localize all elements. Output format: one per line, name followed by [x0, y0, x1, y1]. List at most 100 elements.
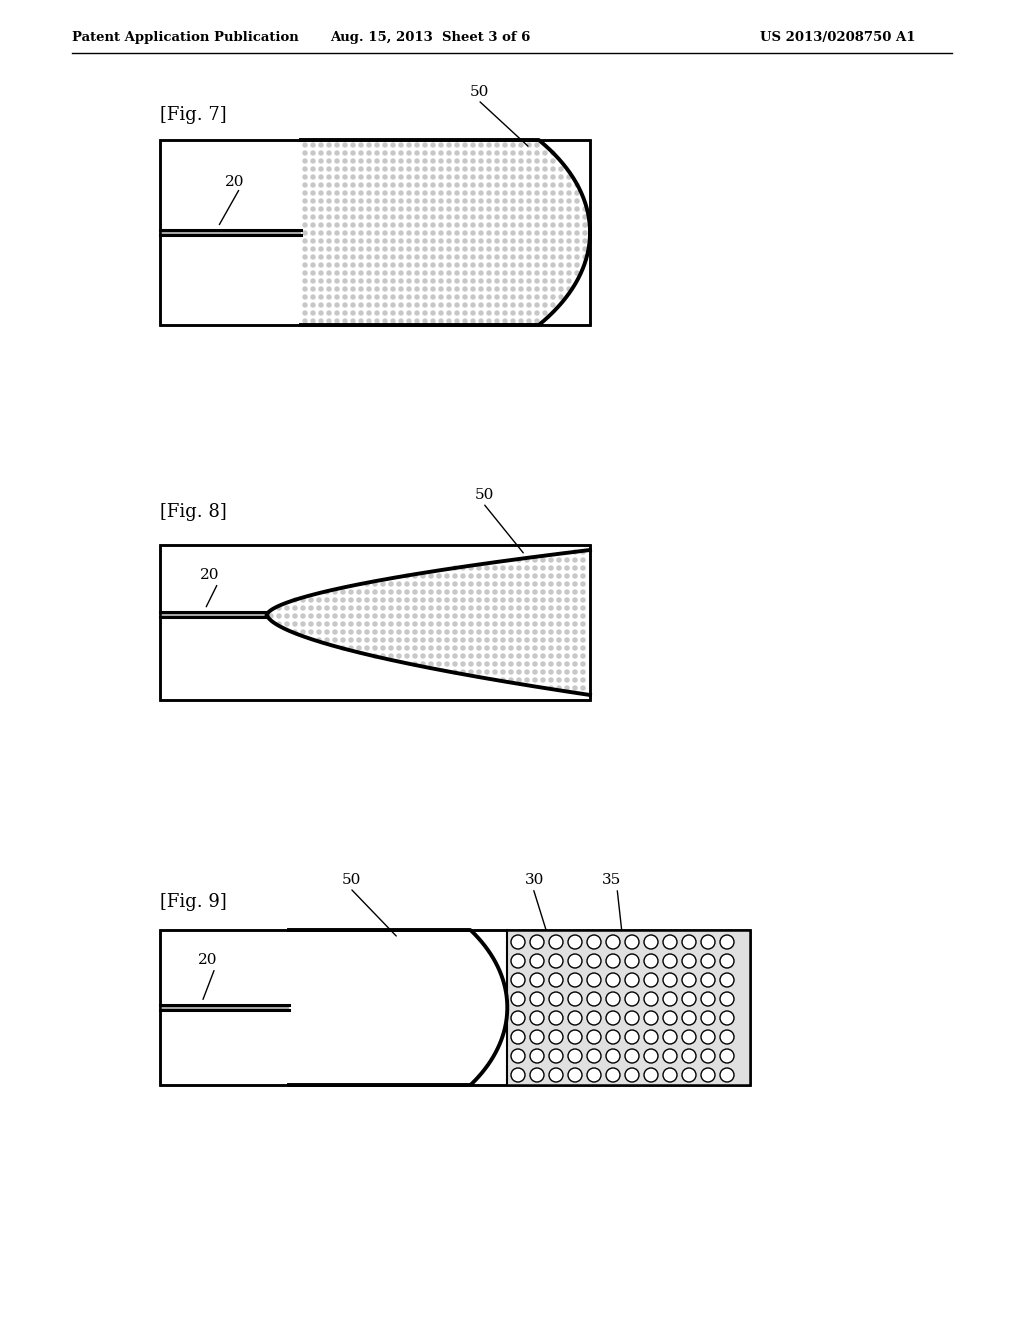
- Circle shape: [511, 263, 515, 267]
- Circle shape: [509, 671, 513, 675]
- Circle shape: [503, 199, 507, 203]
- Circle shape: [625, 993, 639, 1006]
- Circle shape: [399, 143, 403, 147]
- Circle shape: [479, 319, 483, 323]
- Circle shape: [567, 183, 571, 187]
- Circle shape: [501, 606, 505, 610]
- Circle shape: [407, 176, 411, 180]
- Circle shape: [535, 143, 539, 147]
- Circle shape: [383, 255, 387, 259]
- Circle shape: [573, 606, 577, 610]
- Circle shape: [293, 598, 297, 602]
- Circle shape: [303, 286, 307, 290]
- Text: 50: 50: [342, 873, 361, 887]
- Circle shape: [429, 574, 433, 578]
- Circle shape: [625, 954, 639, 968]
- Circle shape: [303, 207, 307, 211]
- Circle shape: [311, 263, 315, 267]
- Circle shape: [477, 582, 481, 586]
- Circle shape: [311, 247, 315, 251]
- Circle shape: [511, 954, 525, 968]
- Circle shape: [335, 231, 339, 235]
- Circle shape: [511, 247, 515, 251]
- Circle shape: [568, 954, 582, 968]
- Text: US 2013/0208750 A1: US 2013/0208750 A1: [760, 32, 915, 45]
- Circle shape: [557, 598, 561, 602]
- Circle shape: [575, 263, 579, 267]
- Circle shape: [565, 678, 569, 682]
- Circle shape: [559, 199, 563, 203]
- Circle shape: [439, 158, 443, 162]
- Circle shape: [495, 312, 499, 315]
- Circle shape: [317, 598, 321, 602]
- Circle shape: [535, 183, 539, 187]
- Circle shape: [397, 630, 401, 634]
- Circle shape: [527, 294, 531, 300]
- Circle shape: [343, 150, 347, 154]
- Circle shape: [367, 271, 371, 275]
- Circle shape: [341, 622, 345, 626]
- Circle shape: [391, 304, 395, 308]
- Circle shape: [495, 183, 499, 187]
- Circle shape: [606, 1011, 620, 1026]
- Circle shape: [439, 176, 443, 180]
- Circle shape: [367, 223, 371, 227]
- Circle shape: [503, 279, 507, 282]
- Circle shape: [406, 606, 409, 610]
- Circle shape: [303, 150, 307, 154]
- Circle shape: [311, 279, 315, 282]
- Circle shape: [682, 993, 696, 1006]
- Circle shape: [383, 191, 387, 195]
- Circle shape: [575, 199, 579, 203]
- Circle shape: [549, 614, 553, 618]
- Circle shape: [351, 304, 355, 308]
- Circle shape: [383, 183, 387, 187]
- Circle shape: [575, 215, 579, 219]
- Circle shape: [341, 614, 345, 618]
- Circle shape: [431, 294, 435, 300]
- Circle shape: [415, 239, 419, 243]
- Circle shape: [415, 263, 419, 267]
- Circle shape: [495, 304, 499, 308]
- Circle shape: [519, 263, 523, 267]
- Circle shape: [453, 630, 457, 634]
- Circle shape: [375, 319, 379, 323]
- Circle shape: [359, 231, 362, 235]
- Circle shape: [511, 304, 515, 308]
- Circle shape: [479, 215, 483, 219]
- Circle shape: [439, 231, 443, 235]
- Circle shape: [471, 215, 475, 219]
- Circle shape: [413, 638, 417, 642]
- Circle shape: [327, 223, 331, 227]
- Circle shape: [511, 1049, 525, 1063]
- Circle shape: [509, 678, 513, 682]
- Circle shape: [543, 263, 547, 267]
- Circle shape: [399, 263, 403, 267]
- Circle shape: [644, 1049, 658, 1063]
- Circle shape: [343, 286, 347, 290]
- Circle shape: [463, 176, 467, 180]
- Circle shape: [495, 247, 499, 251]
- Circle shape: [701, 954, 715, 968]
- Circle shape: [439, 143, 443, 147]
- Circle shape: [575, 239, 579, 243]
- Circle shape: [463, 304, 467, 308]
- Circle shape: [493, 598, 497, 602]
- Circle shape: [543, 294, 547, 300]
- Circle shape: [397, 653, 401, 657]
- Circle shape: [517, 645, 521, 649]
- Circle shape: [493, 566, 497, 570]
- Circle shape: [367, 183, 371, 187]
- Circle shape: [359, 271, 362, 275]
- Circle shape: [278, 622, 281, 626]
- Circle shape: [301, 598, 305, 602]
- Circle shape: [319, 176, 323, 180]
- Circle shape: [575, 223, 579, 227]
- Circle shape: [383, 143, 387, 147]
- Circle shape: [455, 312, 459, 315]
- Circle shape: [535, 247, 539, 251]
- Circle shape: [477, 566, 481, 570]
- Circle shape: [391, 199, 395, 203]
- Circle shape: [541, 558, 545, 562]
- Circle shape: [565, 590, 569, 594]
